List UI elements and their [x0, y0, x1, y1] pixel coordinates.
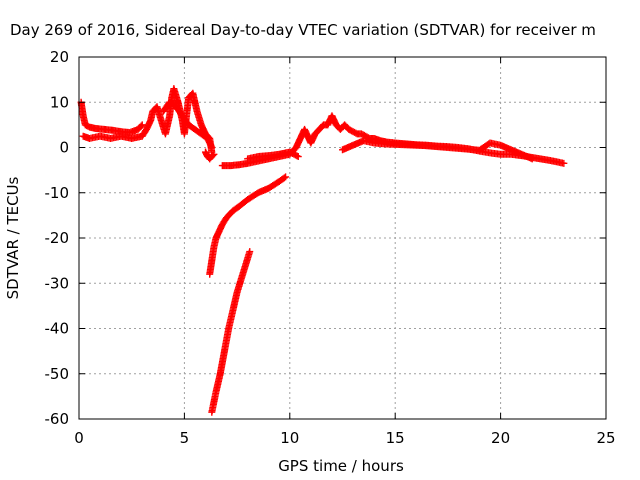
- y-tick-label: -50: [45, 365, 70, 383]
- data-series: [218, 112, 568, 170]
- data-point-fill: [137, 122, 145, 130]
- x-tick-label: 20: [491, 429, 510, 447]
- x-tick-label: 15: [386, 429, 405, 447]
- data-point-fill: [209, 151, 217, 159]
- x-tick-label: 25: [596, 429, 615, 447]
- x-tick-label: 0: [74, 429, 84, 447]
- data-series: [208, 248, 254, 416]
- data-point: [282, 173, 290, 181]
- y-tick-label: 0: [59, 139, 69, 157]
- grid: [79, 57, 606, 419]
- data-point-fill: [293, 152, 301, 160]
- y-axis-label: SDTVAR / TECUs: [4, 176, 22, 299]
- data-series: [77, 98, 146, 137]
- y-tick-label: -20: [45, 229, 70, 247]
- data-point: [560, 159, 568, 167]
- data-series: [244, 148, 302, 163]
- y-tick-label: 20: [50, 48, 69, 66]
- data-point: [208, 144, 216, 151]
- data-point: [138, 121, 146, 129]
- data-point: [210, 150, 218, 158]
- x-tick-label: 5: [180, 429, 190, 447]
- chart-title: Day 269 of 2016, Sidereal Day-to-day VTE…: [10, 21, 596, 39]
- data-point: [528, 155, 536, 163]
- data-points: [77, 85, 568, 416]
- data-point: [294, 153, 302, 161]
- y-tick-label: -60: [45, 410, 70, 428]
- y-tick-label: -10: [45, 184, 70, 202]
- data-series: [206, 173, 290, 278]
- x-axis-label: GPS time / hours: [278, 457, 404, 475]
- x-ticks: 0 5 10 15 20 25: [74, 57, 616, 447]
- y-tick-label: -40: [45, 320, 70, 338]
- data-point-fill: [280, 174, 288, 182]
- y-ticks: -60 -50 -40 -30 -20 -10 0 10 20: [45, 48, 606, 428]
- data-point: [246, 248, 254, 256]
- data-series: [339, 137, 536, 163]
- data-series: [159, 98, 216, 151]
- y-tick-label: -30: [45, 274, 70, 292]
- data-series: [201, 148, 218, 163]
- data-series: [79, 85, 216, 156]
- x-tick-label: 10: [280, 429, 299, 447]
- y-tick-label: 10: [50, 93, 69, 111]
